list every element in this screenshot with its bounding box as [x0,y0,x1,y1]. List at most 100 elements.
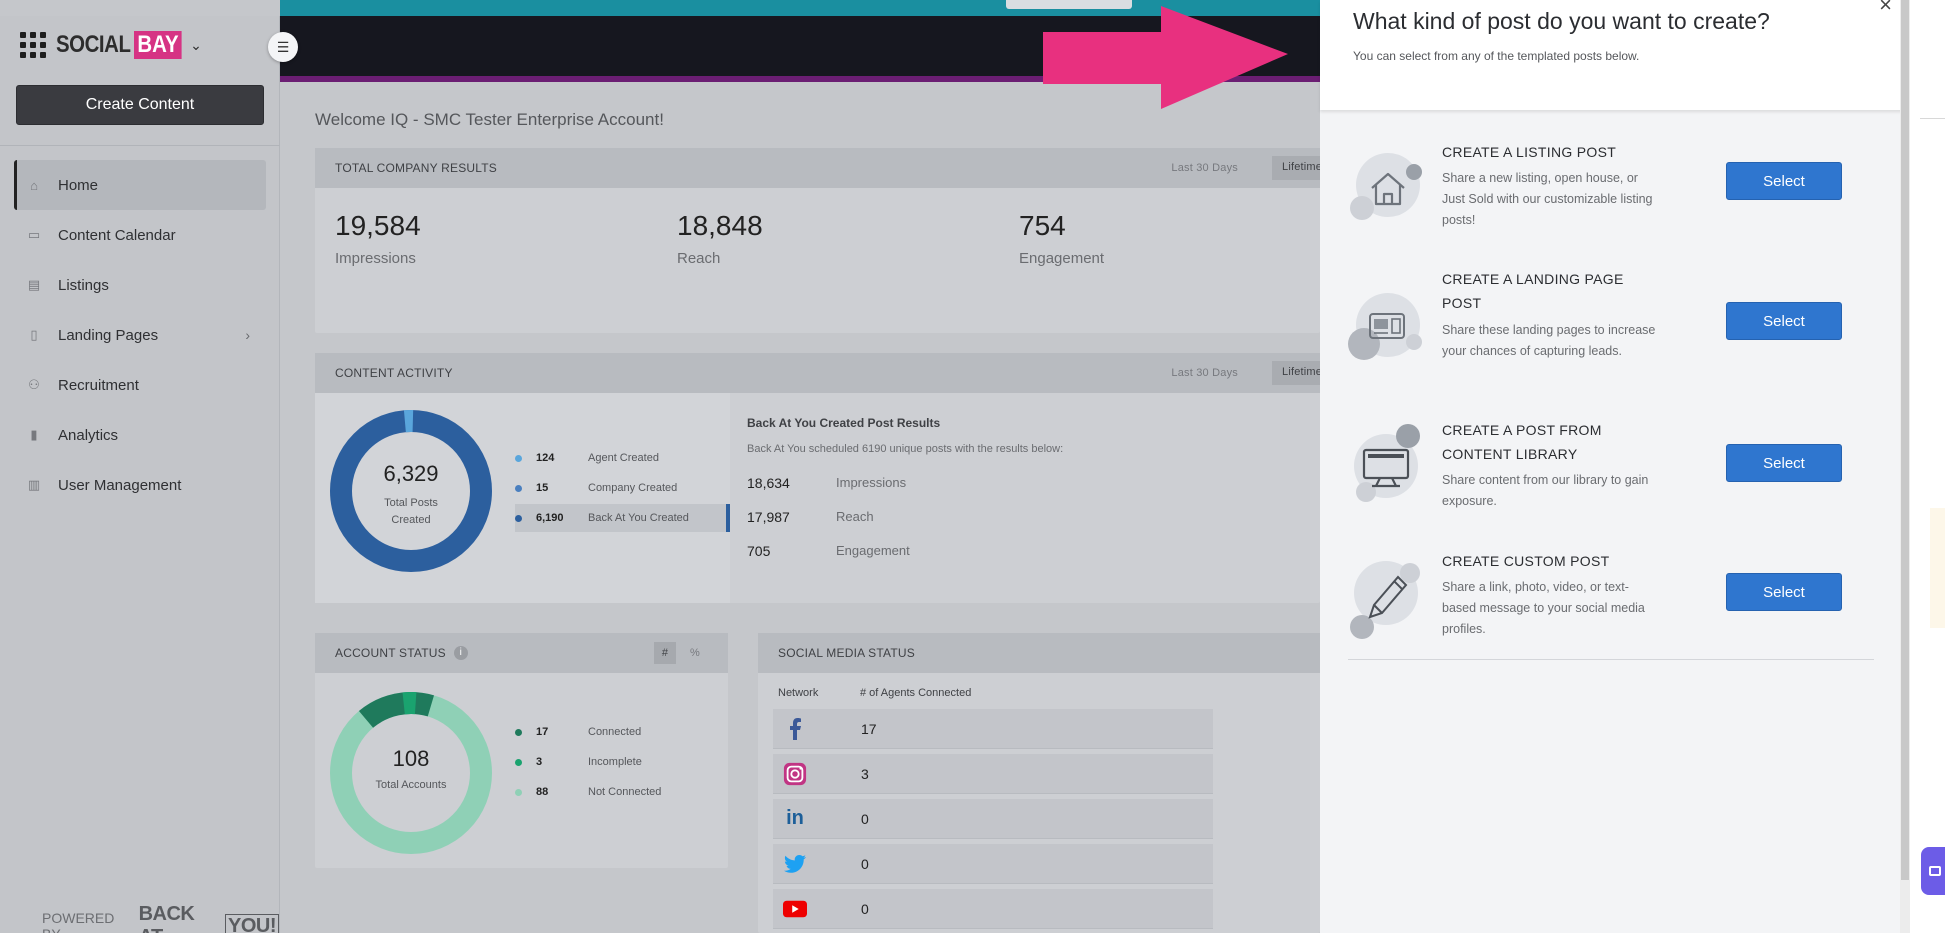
sidebar-item-analytics[interactable]: ▮ Analytics [14,410,266,460]
modal-header: What kind of post do you want to create?… [1320,0,1910,110]
select-content-library-post-button[interactable]: Select [1726,444,1842,482]
modal-title: What kind of post do you want to create? [1353,8,1770,34]
brand-social-text: SOCIAL [56,31,131,58]
period-last-30-days[interactable]: Last 30 Days [1171,162,1238,174]
sidebar-item-home[interactable]: ⌂ Home [14,160,266,210]
home-icon: ⌂ [30,177,38,193]
apps-grid-icon[interactable] [20,32,46,58]
create-content-button[interactable]: Create Content [16,85,264,125]
legend-dot [515,788,522,796]
info-icon[interactable]: i [453,646,468,660]
select-listing-post-button[interactable]: Select [1726,162,1842,200]
scrollbar-thumb[interactable] [1901,0,1909,880]
legend-label: Incomplete [588,756,642,768]
legend-dot [515,484,522,492]
donut-total: 108 [392,746,430,771]
powered-brand-you: YOU! [225,913,279,933]
monitor-icon [1348,422,1422,502]
sidebar-divider [0,145,280,146]
option-description: Share a new listing, open house, or Just… [1442,171,1653,227]
toggle-percent-button[interactable]: % [690,647,700,659]
bay-metric-label: Impressions [836,475,907,490]
social-media-status-card: SOCIAL MEDIA STATUS Network # of Agents … [758,633,1320,933]
social-row-twitter: 0 [773,844,1213,884]
column-agents-connected: # of Agents Connected [860,687,972,699]
metric-label: Impressions [335,250,416,267]
analytics-icon: ▮ [30,427,38,442]
legend-value: 3 [536,756,543,768]
annotation-arrow-icon [1043,6,1288,109]
modal-divider [1348,659,1874,660]
bay-metric-label: Engagement [836,543,910,558]
option-title: CREATE A POST FROM CONTENT LIBRARY [1442,422,1602,462]
legend-dot [515,514,522,522]
bay-metric-label: Reach [836,509,874,524]
sidebar-item-recruitment[interactable]: ⚇ Recruitment [14,360,266,410]
social-row-linkedin: in 0 [773,799,1213,839]
collapse-menu-icon: ☰ [276,38,290,55]
house-icon [1348,150,1422,224]
toggle-count-button[interactable]: # [654,642,676,664]
metric-value: 18,848 [677,210,763,241]
legend-company-created: 15 Company Created [515,474,677,502]
social-row-facebook: 17 [773,709,1213,749]
column-network: Network [778,687,819,699]
period-last-30-days[interactable]: Last 30 Days [1171,367,1238,379]
background-page-highlight [1930,508,1945,628]
option-description: Share a link, photo, video, or text-base… [1442,580,1645,636]
modal-subtitle: You can select from any of the templated… [1353,49,1640,63]
top-notification-strip [280,0,1320,16]
legend-label: Back At You Created [588,512,689,524]
agents-count: 0 [861,855,869,872]
sidebar-item-label: User Management [58,476,182,494]
content-activity-card: CONTENT ACTIVITY Last 30 Days Lifetime 6… [315,353,1320,603]
close-icon[interactable]: × [1879,0,1892,17]
card-title: TOTAL COMPANY RESULTS [335,161,498,175]
card-title: CONTENT ACTIVITY [335,366,453,380]
option-title: CREATE A LANDING PAGE POST [1442,271,1624,311]
legend-back-at-you-created[interactable]: 6,190 Back At You Created [515,504,730,532]
bay-metric-value: 705 [747,543,771,559]
metric-reach: 18,848 Reach [677,210,763,267]
powered-by-text: POWERED BY [42,910,115,933]
legend-incomplete: 3 Incomplete [515,748,642,776]
youtube-icon [783,897,807,921]
modal-scrollbar[interactable] [1900,0,1910,933]
chevron-right-icon[interactable]: › [245,327,250,343]
period-lifetime[interactable]: Lifetime [1272,156,1320,180]
sidebar-item-listings[interactable]: ▤ Listings [14,260,266,310]
brand-chevron-down-icon[interactable]: ⌄ [190,36,202,53]
period-lifetime[interactable]: Lifetime [1272,361,1320,385]
chat-widget-button[interactable] [1921,847,1945,895]
powered-brand-text: BACK AT [138,903,195,933]
select-landing-page-post-button[interactable]: Select [1726,302,1842,340]
accounts-donut-chart: 108 Total Accounts [329,691,493,855]
background-page-edge [1910,0,1945,933]
legend-value: 124 [536,452,555,464]
sidebar-item-landing-pages[interactable]: ▯ Landing Pages › [14,310,266,360]
notification-pill[interactable] [1006,0,1132,9]
sidebar-nav: ⌂ Home ▭ Content Calendar ▤ Listings ▯ L… [14,160,266,510]
legend-value: 88 [536,786,549,798]
donut-label: Total Posts Created [384,497,438,526]
legend-label: Agent Created [588,452,659,464]
calendar-icon: ▭ [27,227,41,242]
total-company-results-card: TOTAL COMPANY RESULTS Last 30 Days Lifet… [315,148,1320,333]
chat-icon [1929,866,1941,876]
select-custom-post-button[interactable]: Select [1726,573,1842,611]
sidebar-item-user-management[interactable]: ▥ User Management [14,460,266,510]
sidebar-item-content-calendar[interactable]: ▭ Content Calendar [14,210,266,260]
option-title: CREATE A LISTING POST [1442,144,1617,160]
card-header: TOTAL COMPANY RESULTS Last 30 Days Lifet… [315,148,1320,188]
bay-metric-value: 17,987 [747,509,790,525]
posts-donut-chart: 6,329 Total Posts Created [329,409,493,573]
sidebar-collapse-button[interactable]: ☰ [268,32,298,62]
donut-total: 6,329 [383,461,439,486]
metric-engagement: 754 Engagement [1019,210,1104,267]
landing-pages-icon: ▯ [30,327,38,342]
legend-agent-created: 124 Agent Created [515,444,659,472]
metric-label: Engagement [1019,250,1105,267]
linkedin-icon: in [786,807,804,829]
legend-not-connected: 88 Not Connected [515,778,661,806]
brand-logo[interactable]: SOCIAL BAY ⌄ [20,30,202,60]
